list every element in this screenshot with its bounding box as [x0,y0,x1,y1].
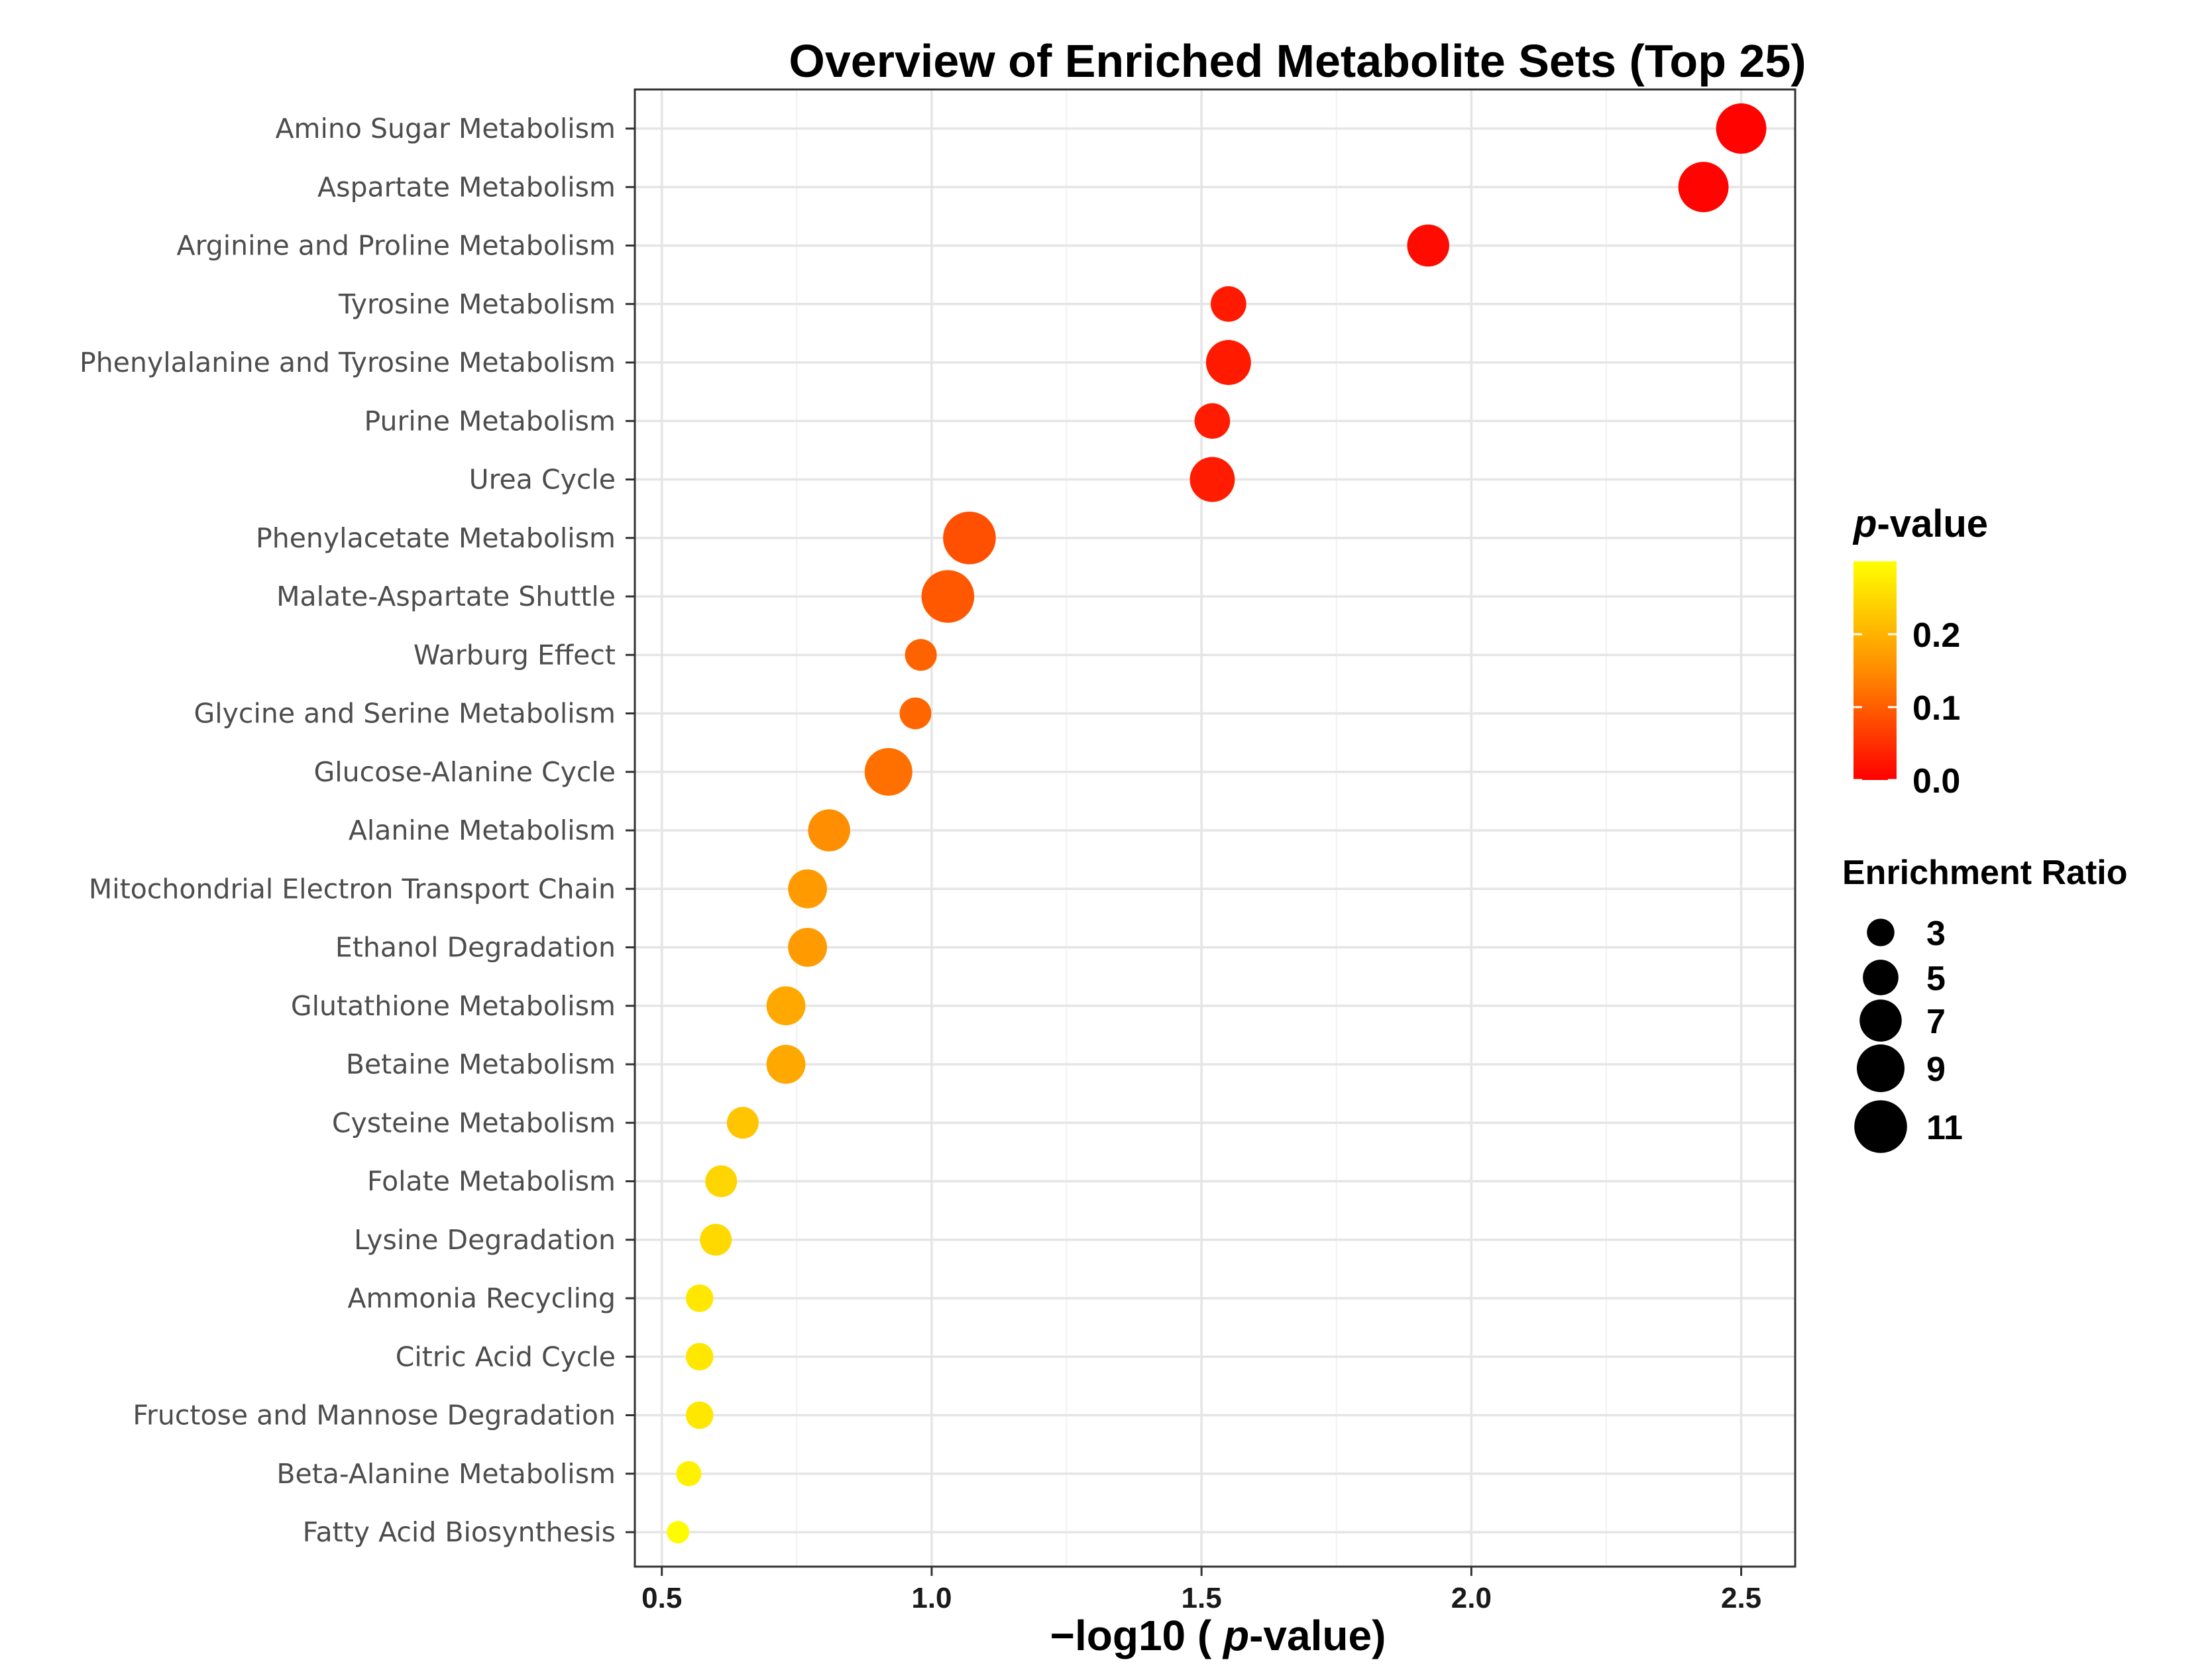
y-tick-label: Phenylacetate Metabolism [256,522,616,554]
chart-title: Overview of Enriched Metabolite Sets (To… [789,35,1806,87]
size-legend-dot [1859,999,1902,1042]
size-legend-label: 7 [1926,1003,1946,1041]
y-tick-label: Urea Cycle [469,464,616,496]
color-legend-title-rest: -value [1877,502,1988,545]
data-point [1211,286,1246,322]
data-point [685,1343,714,1371]
y-tick-label: Tyrosine Metabolism [338,288,616,320]
y-tick-label: Amino Sugar Metabolism [275,113,616,144]
y-tick-label: Cysteine Metabolism [332,1107,616,1139]
y-tick-label: Citric Acid Cycle [396,1341,616,1372]
y-tick-label: Lysine Degradation [354,1224,616,1256]
data-point [705,1165,738,1198]
color-legend-label: 0.2 [1912,616,1960,655]
y-tick-label: Arginine and Proline Metabolism [177,230,616,262]
size-legend-label: 5 [1926,960,1946,998]
data-point [864,748,912,796]
color-legend-bar [1853,561,1897,780]
data-point [943,511,996,565]
data-point [700,1223,732,1256]
y-tick-label: Mitochondrial Electron Transport Chain [89,873,616,905]
data-point [1407,224,1449,267]
data-point [676,1461,702,1486]
data-point [1189,457,1235,502]
y-tick-label: Ethanol Degradation [335,932,616,964]
y-tick-label: Folate Metabolism [367,1166,616,1198]
size-legend-label: 9 [1926,1050,1946,1089]
color-legend: p-value 0.2 0.1 0.0 [1852,502,1988,801]
y-tick-label: Purine Metabolism [364,405,616,437]
data-point [1194,403,1231,439]
color-legend-label: 0.1 [1912,689,1960,728]
color-legend-title-italic: p [1852,502,1877,545]
x-tick-label: 1.5 [1182,1582,1222,1614]
data-point [766,1044,806,1084]
data-point [685,1284,714,1312]
size-legend-label: 11 [1926,1109,1963,1147]
y-tick-label: Alanine Metabolism [349,814,616,846]
size-legend-label: 3 [1926,915,1946,953]
y-tick-label: Glutathione Metabolism [291,990,616,1022]
data-point [788,869,828,909]
data-point [905,639,937,671]
x-axis: 0.5 1.0 1.5 2.0 2.5 [641,1567,1761,1614]
y-tick-label: Glucose-Alanine Cycle [314,756,616,788]
y-tick-label: Fatty Acid Biosynthesis [303,1516,616,1548]
x-tick-label: 2.5 [1721,1582,1761,1614]
data-point [899,697,932,730]
plot-area [634,88,1797,1568]
x-tick-label: 0.5 [641,1582,682,1614]
data-point [766,986,806,1026]
x-axis-title-prefix: −log10 ( [1050,1612,1223,1659]
x-tick-label: 1.0 [911,1582,952,1614]
size-legend-title: Enrichment Ratio [1842,854,2128,892]
plot-border [634,88,1797,1568]
y-tick-label: Malate-Aspartate Shuttle [276,581,616,612]
y-tick-label: Betaine Metabolism [346,1048,616,1080]
y-tick-label: Ammonia Recycling [347,1282,616,1314]
data-point [1205,340,1251,385]
data-point [1716,103,1767,154]
data-point [667,1521,690,1543]
data-point [788,928,828,967]
y-tick-label: Aspartate Metabolism [317,171,616,203]
data-point [685,1401,714,1429]
x-tick-label: 2.0 [1451,1582,1492,1614]
data-point [808,809,850,852]
x-axis-title-suffix: -value) [1249,1612,1386,1659]
y-tick-label: Glycine and Serine Metabolism [194,698,616,730]
size-legend-dot [1867,919,1895,946]
color-legend-title: p-value [1852,502,1988,545]
y-tick-label: Warburg Effect [414,639,616,671]
x-axis-title-italic: p [1222,1612,1249,1659]
data-point [726,1107,759,1139]
data-point [1678,162,1729,213]
size-legend-dot [1854,1100,1907,1153]
y-tick-label: Phenylalanine and Tyrosine Metabolism [80,347,616,378]
y-axis-labels: Amino Sugar Metabolism Aspartate Metaboli… [80,113,635,1548]
size-legend: Enrichment Ratio 3 5 7 9 11 [1842,854,2128,1153]
data-point [921,570,975,623]
size-legend-dot [1863,960,1899,995]
x-axis-title: −log10 ( p-value) [1050,1612,1386,1659]
y-tick-label: Fructose and Mannose Degradation [133,1400,616,1431]
size-legend-dot [1857,1044,1905,1092]
y-tick-label: Beta-Alanine Metabolism [276,1458,616,1490]
color-legend-label: 0.0 [1912,762,1960,801]
